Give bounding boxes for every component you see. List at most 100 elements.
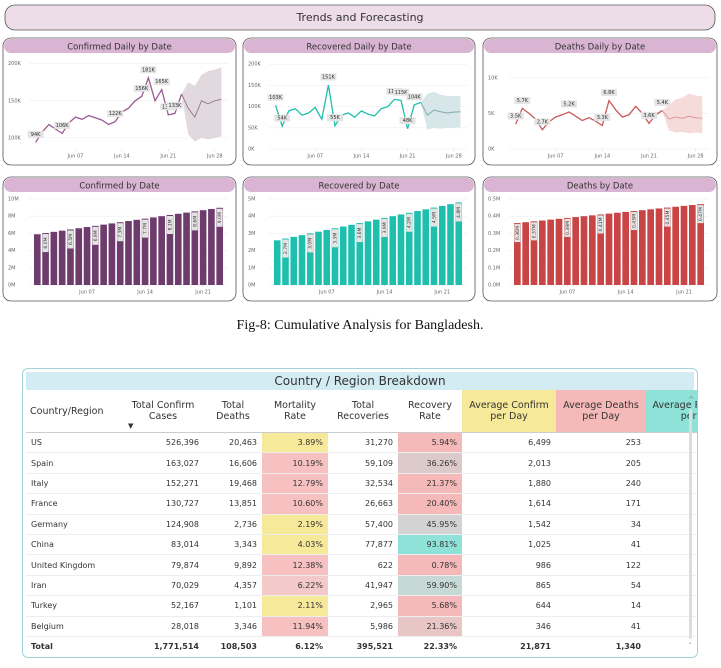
column-header: Average Confirm per Day: [462, 390, 556, 433]
table-cell: 709: [646, 514, 697, 535]
x-tick-label: Jun 14: [353, 154, 370, 160]
data-label-box: [631, 212, 637, 231]
bar: [655, 208, 663, 285]
table-cell: Belgium: [26, 616, 122, 637]
table-cell: 34: [556, 514, 646, 535]
y-tick-label: 150K: [8, 98, 22, 104]
y-tick-label: 150K: [248, 83, 262, 89]
column-header[interactable]: Total Confirm Cases ▼: [122, 390, 204, 433]
x-tick-label: Jun 21: [194, 290, 211, 296]
bar: [216, 207, 224, 285]
bar: [150, 217, 157, 285]
data-label: 8.6M: [192, 216, 198, 227]
data-label-box: [117, 223, 124, 242]
bar: [92, 225, 99, 285]
table-cell: 26,663: [328, 493, 398, 515]
table-cell: 52,167: [122, 595, 204, 617]
bar: [191, 211, 199, 285]
data-label-box: [406, 213, 413, 232]
breakdown-table: Country/Region Total Confirm Cases ▼ Total …: [26, 390, 697, 657]
x-tick-label: Jun 14: [593, 154, 610, 160]
data-label: 8.1M: [167, 219, 173, 230]
y-tick-label: 100K: [248, 104, 262, 110]
table-cell: 54: [556, 575, 646, 597]
data-label: 3.6M: [357, 227, 363, 238]
x-tick-label: Jun 28: [687, 154, 704, 160]
data-label: 0.36M: [515, 226, 521, 240]
y-tick-label: 0.3M: [488, 231, 500, 237]
table-cell: 37: [646, 595, 697, 617]
table-cell: 124,908: [122, 514, 204, 535]
total-cell: 1,771,514: [122, 635, 204, 657]
table-cell: 122: [556, 554, 646, 576]
bar: [108, 223, 116, 285]
bar: [639, 210, 646, 285]
table-cell: 526,396: [122, 432, 204, 454]
scrollbar[interactable]: ^ ˇ: [688, 395, 695, 651]
table-cell: 70,029: [122, 575, 204, 597]
data-label: 3.6K: [643, 113, 655, 119]
table-cell: 12.79%: [262, 473, 328, 495]
total-cell: 1,340: [556, 635, 646, 657]
bar: [364, 221, 372, 285]
x-tick-label: Jun 14: [136, 290, 153, 296]
chart-title-bar: [484, 178, 716, 192]
forecast-band: [181, 67, 222, 142]
data-label: 122K: [109, 111, 123, 117]
table-row: Germany 124,908 2,736 2.19% 57,400 45.95% 1,54…: [26, 514, 697, 535]
x-tick-label: Jun 21: [433, 290, 450, 296]
x-tick-label: Jun 07: [558, 290, 575, 296]
data-label-box: [431, 208, 437, 227]
table-cell: 21.37%: [398, 473, 462, 495]
total-cell: 22.33%: [398, 635, 462, 657]
data-label-box: [534, 118, 551, 126]
y-tick-label: 100K: [8, 135, 22, 141]
x-tick-label: Jun 28: [445, 154, 462, 160]
chart-title: Deaths Daily by Date: [555, 43, 646, 53]
y-tick-label: 0K: [488, 147, 495, 153]
data-label-box: [191, 212, 198, 231]
bar: [183, 212, 190, 285]
table-title: Country / Region Breakdown: [26, 372, 694, 390]
table-cell: 329: [646, 493, 697, 515]
data-label-box: [142, 219, 149, 238]
bar: [697, 204, 704, 285]
data-label: 54K: [277, 116, 287, 122]
bar: [83, 227, 91, 285]
data-label: 3.5K: [510, 114, 522, 120]
bar: [199, 210, 207, 285]
chart-panel: [482, 37, 718, 166]
table-row: Belgium 28,018 3,346 11.94% 5,986 21.36% 346 41…: [26, 616, 697, 637]
bar: [414, 211, 421, 285]
y-tick-label: 0.1M: [488, 265, 500, 271]
bar: [547, 219, 554, 285]
table-row: France 130,727 13,851 10.60% 26,663 20.40% 1,6…: [26, 493, 697, 515]
table-cell: 21.36%: [398, 616, 462, 637]
y-tick-label: 1M: [248, 265, 256, 271]
bar: [208, 208, 215, 285]
x-tick-label: Jun 14: [617, 290, 634, 296]
data-label: 151K: [322, 75, 336, 81]
data-label: 2.7K: [537, 119, 549, 125]
bar: [514, 223, 521, 285]
table-cell: China: [26, 534, 122, 556]
chart-title: Confirmed Daily by Date: [67, 43, 171, 53]
bar: [306, 233, 314, 285]
table-cell: 16,606: [204, 452, 262, 474]
data-label: 5.4K: [657, 100, 669, 106]
table-cell: 11.94%: [262, 616, 328, 637]
data-label-box: [216, 208, 223, 227]
data-label: 9.0M: [217, 212, 223, 223]
table-cell: Spain: [26, 452, 122, 474]
table-cell: 0.78%: [398, 554, 462, 576]
y-tick-label: 2M: [8, 265, 16, 271]
data-label: 156K: [135, 86, 149, 92]
table-cell: 2,965: [328, 595, 398, 617]
table-cell: 59,109: [328, 452, 398, 474]
table-cell: 1,614: [462, 493, 556, 515]
bar: [298, 235, 306, 285]
table-cell: 386: [646, 432, 697, 454]
forecast-line: [661, 110, 703, 120]
forecast-line: [420, 102, 461, 116]
table-cell: 77,877: [328, 534, 398, 556]
